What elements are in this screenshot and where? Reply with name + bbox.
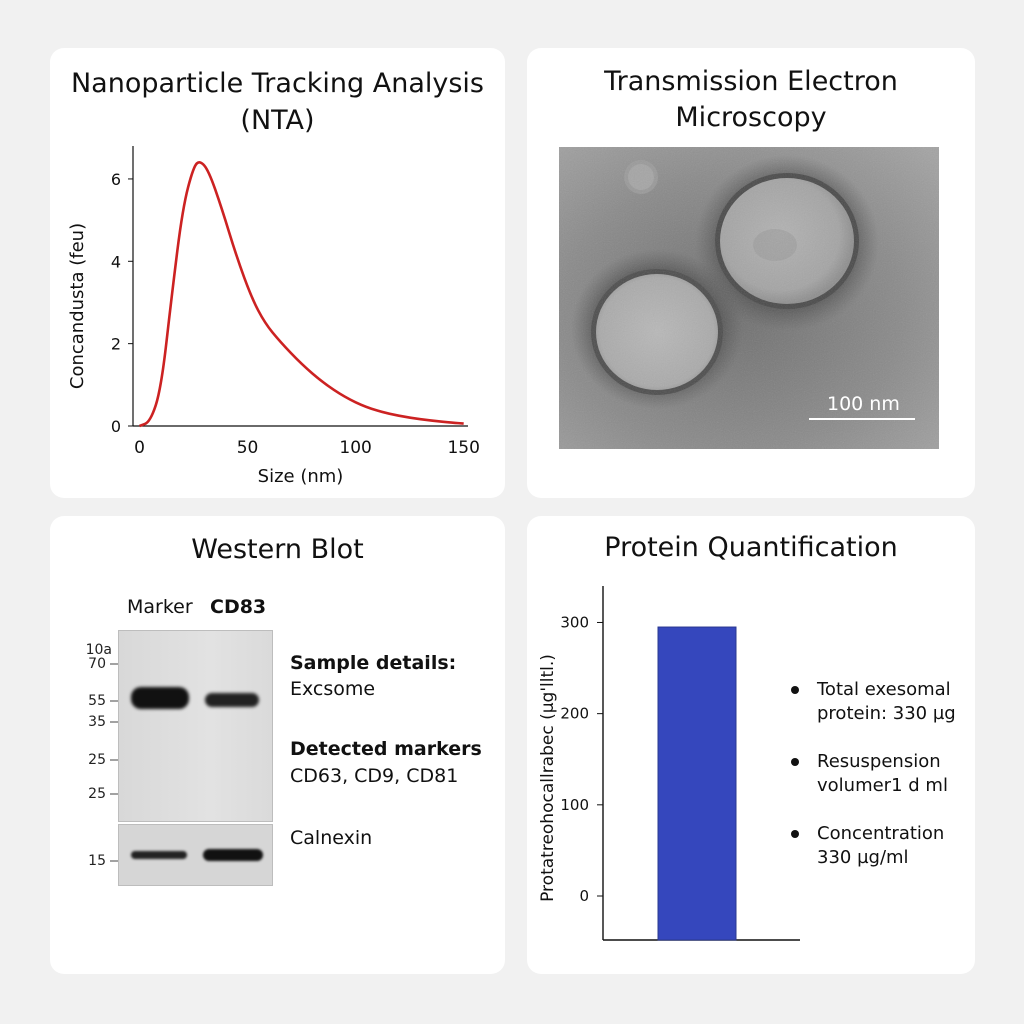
nta-panel: Nanoparticle Tracking Analysis (NTA) 0 2 4… [50,48,505,498]
protein-bullet-list: Total exesomal protein: 330 µg Resuspens… [791,678,971,894]
tem-title-line1: Transmission Electron [604,66,898,97]
wb-blot-calnexin [118,824,273,886]
nta-series-line [139,161,464,428]
wb-detected-markers-value: CD63, CD9, CD81 [290,765,459,787]
wb-column-sample: CD83 [210,596,267,618]
nta-title-line1: Nanoparticle Tracking Analysis [70,68,484,99]
protein-panel: Protein Quantification 0 100 200 300 Protatr… [527,516,975,974]
pq-y-tick-label: 0 [579,887,589,905]
tem-panel: Transmission Electron Microscopy [527,48,975,498]
nta-x-tick-label: 100 [339,438,371,458]
tem-title-line2: Microscopy [675,102,827,133]
wb-band-marker-55 [131,687,189,709]
mw-label: 35 [88,714,106,730]
nta-x-tick-label: 50 [237,438,259,458]
wb-column-marker: Marker [127,596,193,618]
mw-label: 25 [88,752,106,768]
protein-bullet: Total exesomal protein: 330 µg [791,678,971,726]
nta-x-tick-label: 150 [447,438,479,458]
wb-band-sample-55 [205,693,259,707]
nta-y-tick-label: 4 [111,252,121,271]
nta-title-line2: (NTA) [240,105,315,136]
mw-label: 15 [88,853,106,869]
nta-y-tick-label: 6 [111,170,121,189]
protein-chart: 0 100 200 300 Protatreohocallrabec (µg'lltl.… [538,586,800,941]
wb-band-sample-calnexin [203,849,263,861]
nta-x-tick-label: 0 [134,438,145,458]
mw-label: 25 [88,786,106,802]
mw-label: 10a [85,642,112,658]
nta-chart: 0 2 4 6 0 50 100 150 Size (nm) Concandusta (feu) [67,146,480,487]
nta-x-axis-label: Size (nm) [258,466,344,487]
protein-title: Protein Quantification [604,532,898,563]
wb-detected-markers-heading: Detected markers [290,738,482,760]
wb-band-marker-calnexin [131,851,187,859]
pq-y-tick-label: 200 [560,705,589,723]
tem-micrograph: 100 nm [559,147,939,449]
mw-label: 70 [88,656,106,672]
tem-scale-bar-label: 100 nm [827,393,900,415]
wb-sample-details-value: Excsome [290,678,376,700]
pq-y-tick-label: 100 [560,796,589,814]
mw-tick-marks [110,663,118,862]
wb-calnexin-label: Calnexin [290,827,373,849]
pq-y-axis-label: Protatreohocallrabec (µg'lltl.) [538,654,558,902]
protein-bullet: Resuspension volumer1 d ml [791,750,971,798]
western-blot-title: Western Blot [191,534,364,565]
nta-y-axis-label: Concandusta (feu) [67,223,88,389]
nta-y-tick-label: 2 [111,335,121,354]
pq-bar [657,626,737,941]
protein-bullet: Concentration 330 µg/ml [791,822,971,870]
wb-sample-details-heading: Sample details: [290,652,457,674]
nta-y-tick-label: 0 [111,417,121,436]
mw-label: 55 [88,693,106,709]
pq-y-tick-label: 300 [560,613,589,631]
wb-blot-main [118,630,273,822]
western-blot-panel: Western Blot Marker CD83 10a 70 55 35 25… [50,516,505,974]
